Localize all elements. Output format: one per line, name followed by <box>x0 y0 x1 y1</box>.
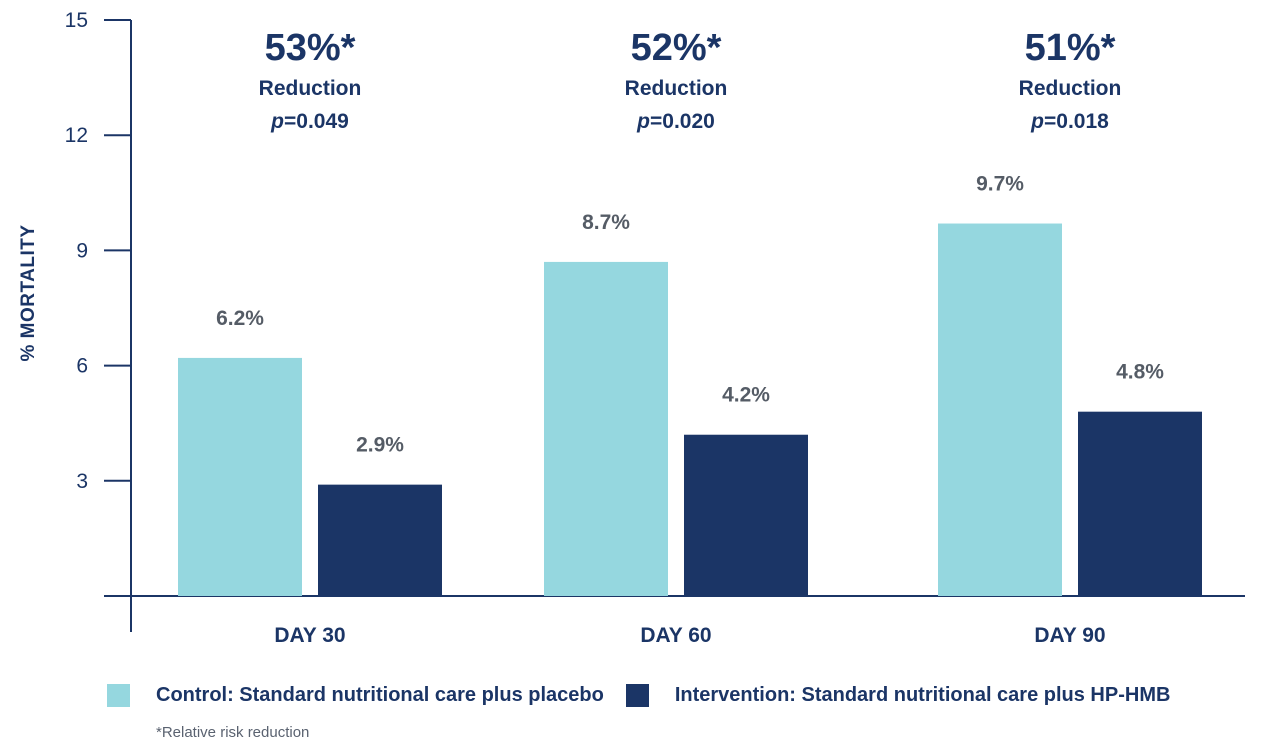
reduction-label: Reduction <box>259 77 362 100</box>
bar-control <box>938 224 1062 596</box>
data-label: 4.2% <box>722 384 770 407</box>
p-value: p=0.018 <box>1030 110 1109 133</box>
legend-label-intervention: Intervention: Standard nutritional care … <box>675 684 1171 707</box>
bars <box>178 224 1202 596</box>
reduction-label: Reduction <box>625 77 728 100</box>
bar-intervention <box>1078 412 1202 596</box>
p-value: p=0.049 <box>270 110 349 133</box>
y-tick-label: 6 <box>76 355 88 378</box>
bar-intervention <box>684 435 808 596</box>
category-label: DAY 60 <box>640 624 711 647</box>
bar-control <box>178 358 302 596</box>
y-tick-label: 12 <box>65 124 88 147</box>
reduction-label: Reduction <box>1019 77 1122 100</box>
bar-control <box>544 262 668 596</box>
y-tick-label: 9 <box>76 239 88 262</box>
data-label: 6.2% <box>216 307 264 330</box>
y-tick-label: 3 <box>76 470 88 493</box>
legend-item-control: Control: Standard nutritional care plus … <box>107 684 604 707</box>
legend-swatch-intervention <box>626 684 649 707</box>
legend-item-intervention: Intervention: Standard nutritional care … <box>626 684 1171 707</box>
reduction-percent: 51%* <box>1025 27 1116 69</box>
reduction-percent: 53%* <box>265 27 356 69</box>
legend: Control: Standard nutritional care plus … <box>107 684 1192 707</box>
y-axis-label: % MORTALITY <box>18 224 39 361</box>
bar-intervention <box>318 485 442 596</box>
data-label: 8.7% <box>582 211 630 234</box>
legend-label-control: Control: Standard nutritional care plus … <box>156 684 604 707</box>
data-label: 9.7% <box>976 173 1024 196</box>
y-tick-label: 15 <box>65 9 88 32</box>
reduction-percent: 52%* <box>631 27 722 69</box>
data-label: 4.8% <box>1116 361 1164 384</box>
mortality-bar-chart: 3 6 9 12 15 % MORTALITY 6.2% 2.9% DAY 30 53%* Red… <box>0 0 1279 680</box>
category-label: DAY 30 <box>274 624 345 647</box>
category-label: DAY 90 <box>1034 624 1105 647</box>
footnote: *Relative risk reduction <box>156 724 309 741</box>
p-value: p=0.020 <box>636 110 715 133</box>
data-label: 2.9% <box>356 434 404 457</box>
legend-swatch-control <box>107 684 130 707</box>
